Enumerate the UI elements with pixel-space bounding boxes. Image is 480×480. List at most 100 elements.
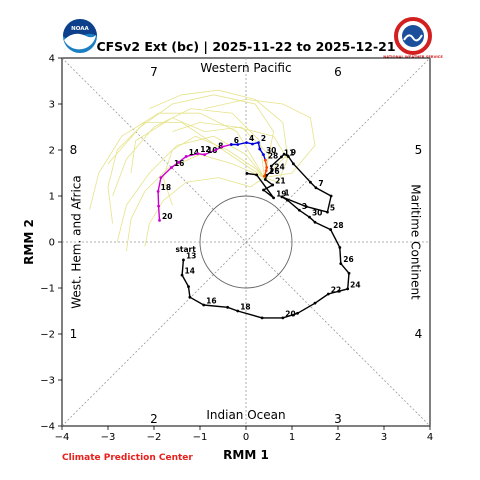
- track-point: [326, 292, 330, 296]
- region-label-bottom: Indian Ocean: [206, 408, 285, 422]
- day-label: 3: [302, 202, 307, 211]
- start-label: start: [175, 245, 196, 254]
- region-label-right: Maritime Continent: [409, 184, 423, 300]
- track-point: [180, 273, 184, 277]
- day-label: 12: [200, 145, 210, 154]
- track-point: [263, 158, 267, 162]
- track-point: [260, 316, 264, 320]
- track-point: [176, 161, 180, 164]
- region-label-top: Western Pacific: [200, 61, 291, 75]
- track-point: [245, 172, 249, 175]
- track-point: [296, 311, 299, 315]
- day-label: 6: [234, 136, 239, 145]
- track-point: [291, 162, 295, 166]
- phase-number: 2: [150, 412, 158, 426]
- phase-number: 5: [415, 143, 423, 157]
- day-label: 9: [291, 148, 296, 157]
- track-point: [202, 303, 206, 307]
- y-tick-label: 0: [49, 238, 55, 249]
- track-point: [182, 258, 185, 262]
- ensemble-member-line: [162, 135, 265, 206]
- x-tick-label: −4: [55, 432, 70, 443]
- ensemble-member-line: [144, 177, 265, 247]
- day-label: 11: [284, 148, 294, 157]
- track-point: [203, 153, 207, 157]
- y-tick-label: 2: [49, 146, 55, 157]
- day-label: 13: [186, 251, 196, 260]
- ensemble-member-line: [112, 108, 265, 197]
- day-label: 18: [161, 183, 171, 192]
- track-point: [257, 141, 260, 145]
- track-point: [196, 152, 200, 156]
- day-label: 21: [275, 176, 285, 185]
- track-point: [281, 316, 285, 320]
- track-point: [286, 155, 290, 158]
- phase-number: 8: [70, 143, 78, 157]
- y-tick-label: −2: [40, 330, 55, 341]
- track-point: [262, 188, 265, 192]
- track-point: [329, 194, 333, 198]
- day-label: 30: [312, 209, 322, 218]
- day-label: 14: [185, 267, 195, 276]
- track-point: [263, 178, 267, 181]
- day-label: 8: [218, 142, 223, 151]
- ensemble-member-line: [172, 121, 288, 183]
- track-point: [263, 174, 266, 178]
- x-tick-label: −2: [147, 432, 162, 443]
- track-point: [282, 152, 286, 156]
- track-point: [337, 289, 341, 293]
- x-tick-label: −1: [193, 432, 208, 443]
- day-label: 22: [331, 285, 341, 294]
- phase-number: 1: [70, 327, 78, 341]
- ensemble-members: [89, 89, 316, 252]
- region-label-left: West. Hem. and Africa: [69, 175, 83, 308]
- track-point: [265, 173, 269, 177]
- track-point: [329, 228, 333, 231]
- track-point: [184, 155, 188, 158]
- track-point: [272, 196, 275, 200]
- day-label: 20: [285, 309, 295, 318]
- phase-number: 6: [334, 65, 342, 79]
- day-label: 4: [249, 134, 254, 143]
- track-point: [226, 305, 230, 309]
- forecast-track: 20181614121086423028: [156, 134, 278, 222]
- track-point: [262, 153, 265, 157]
- ensemble-member-line: [130, 117, 270, 178]
- track-point: [269, 164, 273, 168]
- ensemble-member-line: [126, 154, 265, 252]
- noaa-logo-text: NOAA: [71, 26, 89, 32]
- day-label: 5: [330, 204, 335, 213]
- ensemble-member-line: [204, 98, 316, 178]
- track-point: [158, 218, 161, 222]
- day-label: 24: [274, 163, 284, 172]
- y-tick-label: −1: [40, 284, 55, 295]
- forecast-segment-line: [263, 159, 268, 177]
- day-label: 16: [206, 297, 216, 306]
- phase-number: 3: [334, 412, 342, 426]
- day-label: 26: [269, 167, 279, 176]
- track-point: [314, 186, 318, 190]
- track-point: [339, 262, 343, 266]
- x-tick-label: 3: [381, 432, 387, 443]
- track-point: [258, 147, 262, 151]
- track-point: [264, 169, 268, 173]
- track-point: [236, 309, 240, 313]
- day-label: 30: [266, 146, 276, 155]
- x-axis-label: RMM 1: [223, 448, 269, 462]
- track-point: [308, 215, 311, 219]
- day-label: 1: [284, 188, 289, 197]
- x-tick-label: 2: [335, 432, 341, 443]
- track-point: [251, 142, 254, 146]
- track-point: [236, 143, 240, 146]
- day-label: 24: [350, 280, 360, 289]
- x-tick-label: −3: [101, 432, 116, 443]
- ensemble-member-line: [107, 122, 265, 224]
- unit-circle: [199, 195, 293, 289]
- region-and-phase-labels: Western Pacific Indian Ocean West. Hem. an…: [69, 61, 422, 426]
- track-point: [280, 195, 284, 199]
- track-point: [187, 285, 190, 289]
- track-point: [286, 198, 289, 202]
- track-point: [313, 301, 317, 305]
